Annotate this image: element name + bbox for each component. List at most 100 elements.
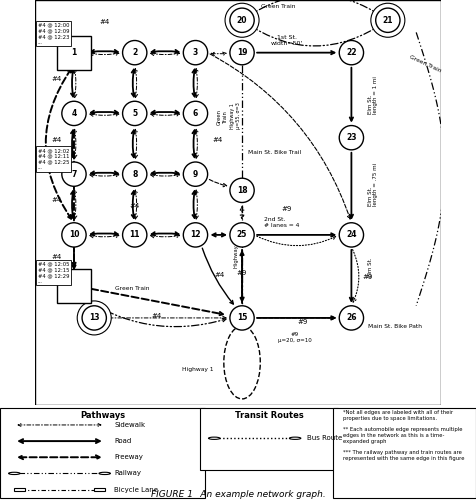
Text: #4: #4	[51, 254, 62, 260]
Text: 22: 22	[346, 48, 357, 57]
Text: Sidewalk: Sidewalk	[114, 422, 145, 428]
Text: 10: 10	[69, 230, 79, 239]
Text: 7: 7	[71, 170, 77, 178]
Text: #4: #4	[129, 203, 140, 209]
Circle shape	[62, 223, 86, 247]
Circle shape	[183, 223, 208, 247]
Circle shape	[208, 437, 220, 440]
Text: #4: #4	[51, 198, 62, 203]
Text: Elm St.
length = .75 mi: Elm St. length = .75 mi	[367, 162, 378, 206]
Circle shape	[123, 162, 147, 186]
Text: #4: #4	[152, 313, 162, 319]
Circle shape	[123, 102, 147, 126]
Circle shape	[230, 178, 254, 203]
Text: Elm St.
length = 1 mi: Elm St. length = 1 mi	[367, 76, 378, 114]
Circle shape	[62, 162, 86, 186]
Text: 26: 26	[346, 314, 357, 322]
Circle shape	[376, 8, 400, 32]
Text: 25: 25	[237, 230, 247, 239]
Text: #4 @ 12:02
#4 @ 12:11
#4 @ 12:25
...: #4 @ 12:02 #4 @ 12:11 #4 @ 12:25 ...	[38, 148, 69, 170]
Text: Green Train: Green Train	[261, 4, 296, 9]
Text: #4: #4	[215, 272, 225, 278]
Circle shape	[230, 8, 254, 32]
Text: 21: 21	[383, 16, 393, 24]
Text: #9: #9	[281, 206, 292, 212]
Text: 5: 5	[132, 109, 137, 118]
Circle shape	[339, 223, 364, 247]
Text: Green
Train: Green Train	[217, 108, 228, 124]
Text: 3: 3	[193, 48, 198, 57]
Text: Bus Route: Bus Route	[307, 435, 342, 441]
Circle shape	[62, 102, 86, 126]
Text: Railway: Railway	[114, 470, 141, 476]
Text: FIGURE 1  An example network graph.: FIGURE 1 An example network graph.	[150, 490, 326, 499]
Text: 12: 12	[190, 230, 201, 239]
Text: 2nd St.
# lanes = 4: 2nd St. # lanes = 4	[264, 218, 300, 228]
Text: Road: Road	[114, 438, 131, 444]
Text: 19: 19	[237, 48, 248, 57]
Circle shape	[123, 223, 147, 247]
Circle shape	[225, 3, 259, 37]
Text: 13: 13	[89, 314, 99, 322]
Text: 9: 9	[193, 170, 198, 178]
Text: #9: #9	[237, 270, 247, 276]
Text: Green Train: Green Train	[116, 286, 150, 290]
Text: 1: 1	[71, 48, 77, 57]
Text: #4: #4	[51, 136, 62, 143]
Text: Bicycle Lane: Bicycle Lane	[114, 486, 158, 492]
Text: 15: 15	[237, 314, 247, 322]
Text: 1st St.
width=50': 1st St. width=50'	[270, 35, 303, 46]
Circle shape	[99, 472, 110, 474]
Text: Main St. Bike Trail: Main St. Bike Trail	[248, 150, 301, 155]
Text: #9: #9	[362, 274, 373, 280]
Circle shape	[230, 223, 254, 247]
Bar	[57, 36, 91, 70]
Text: Transit Routes: Transit Routes	[235, 410, 303, 420]
Text: 18: 18	[237, 186, 248, 195]
Text: 6: 6	[193, 109, 198, 118]
Text: 20: 20	[237, 16, 248, 24]
Text: #4: #4	[99, 20, 109, 26]
Text: #9: #9	[298, 319, 308, 325]
Text: Elm St.: Elm St.	[367, 258, 373, 277]
Text: #4 @ 12:05
#4 @ 12:15
#4 @ 12:29
...: #4 @ 12:05 #4 @ 12:15 #4 @ 12:29 ...	[38, 261, 69, 283]
Circle shape	[183, 40, 208, 65]
Text: 8: 8	[132, 170, 138, 178]
Circle shape	[183, 102, 208, 126]
Text: Highway 1: Highway 1	[234, 240, 239, 268]
Bar	[94, 488, 105, 491]
Text: Highway 1: Highway 1	[182, 366, 213, 372]
Text: Pathways: Pathways	[80, 410, 125, 420]
FancyBboxPatch shape	[333, 408, 476, 498]
Text: Main St. Bike Path: Main St. Bike Path	[367, 324, 422, 329]
FancyBboxPatch shape	[200, 408, 338, 470]
Circle shape	[77, 301, 111, 335]
Text: Green Train: Green Train	[408, 55, 441, 74]
Circle shape	[339, 126, 364, 150]
Circle shape	[371, 3, 405, 37]
Text: #4: #4	[51, 76, 62, 82]
Circle shape	[230, 306, 254, 330]
Text: Freeway: Freeway	[114, 454, 143, 460]
Circle shape	[230, 40, 254, 65]
Text: 11: 11	[129, 230, 140, 239]
Text: #4: #4	[213, 136, 223, 143]
Text: 2: 2	[132, 48, 138, 57]
Text: 23: 23	[346, 133, 357, 142]
Circle shape	[82, 306, 106, 330]
Bar	[57, 268, 91, 302]
Text: #9
μ=20, σ=10: #9 μ=20, σ=10	[278, 332, 312, 343]
Circle shape	[123, 40, 147, 65]
Circle shape	[339, 40, 364, 65]
Text: *Not all edges are labeled with all of their
properties due to space limitations: *Not all edges are labeled with all of t…	[343, 410, 464, 461]
Text: 4: 4	[71, 109, 77, 118]
Circle shape	[183, 162, 208, 186]
FancyBboxPatch shape	[0, 408, 205, 498]
Bar	[14, 488, 25, 491]
Circle shape	[339, 306, 364, 330]
Circle shape	[9, 472, 20, 474]
Text: #4 @ 12:00
#4 @ 12:09
#4 @ 12:23
...: #4 @ 12:00 #4 @ 12:09 #4 @ 12:23 ...	[38, 22, 69, 44]
Circle shape	[289, 437, 301, 440]
Text: Highway 1
μ=55, σ=3: Highway 1 μ=55, σ=3	[230, 102, 241, 128]
Text: 24: 24	[346, 230, 357, 239]
